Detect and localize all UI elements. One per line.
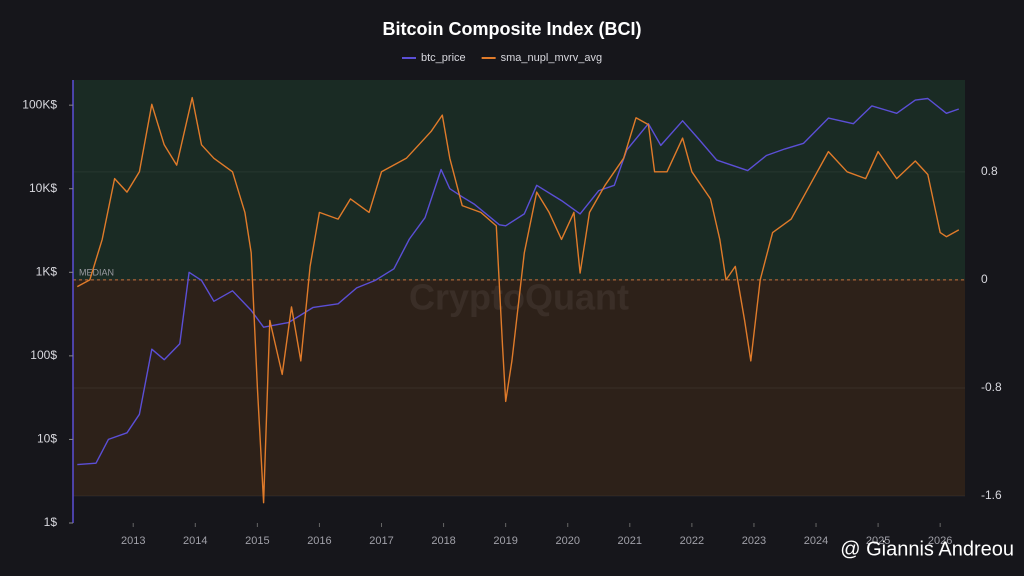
credit: @ Giannis Andreou: [840, 538, 1014, 560]
x-tick-label: 2023: [742, 535, 766, 547]
y-tick-label: 10K$: [29, 181, 57, 195]
above-zone: [73, 80, 965, 280]
x-tick-label: 2025: [866, 535, 890, 547]
y-tick-label: 1K$: [36, 264, 58, 278]
x-tick-label: 2022: [680, 535, 704, 547]
chart-title: Bitcoin Composite Index (BCI): [382, 19, 641, 39]
x-tick-label: 2015: [245, 535, 269, 547]
series-line: [76, 96, 960, 504]
legend-label: btc_price: [421, 52, 466, 64]
y2-tick-label: -1.6: [981, 488, 1002, 502]
x-tick-label: 2017: [369, 535, 393, 547]
x-tick-label: 2024: [804, 535, 828, 547]
y-tick-label: 100$: [30, 348, 57, 362]
x-tick-label: 2016: [307, 535, 331, 547]
legend-label: sma_nupl_mvrv_avg: [501, 52, 603, 64]
y2-tick-label: -0.8: [981, 380, 1002, 394]
x-tick-label: 2026: [928, 535, 952, 547]
y2-tick-label: 0.8: [981, 164, 998, 178]
x-tick-label: 2021: [618, 535, 642, 547]
series-line: [77, 97, 960, 466]
y-tick-label: 1$: [44, 515, 58, 529]
y-tick-label: 100K$: [22, 97, 57, 111]
median-label: MEDIAN: [79, 267, 114, 277]
below-zone: [73, 279, 965, 496]
y-tick-label: 10$: [37, 432, 57, 446]
x-tick-label: 2020: [555, 535, 579, 547]
x-tick-label: 2019: [493, 535, 517, 547]
x-tick-label: 2013: [121, 535, 145, 547]
x-tick-label: 2018: [431, 535, 455, 547]
x-tick-label: 2014: [183, 535, 207, 547]
y2-tick-label: 0: [981, 272, 988, 286]
